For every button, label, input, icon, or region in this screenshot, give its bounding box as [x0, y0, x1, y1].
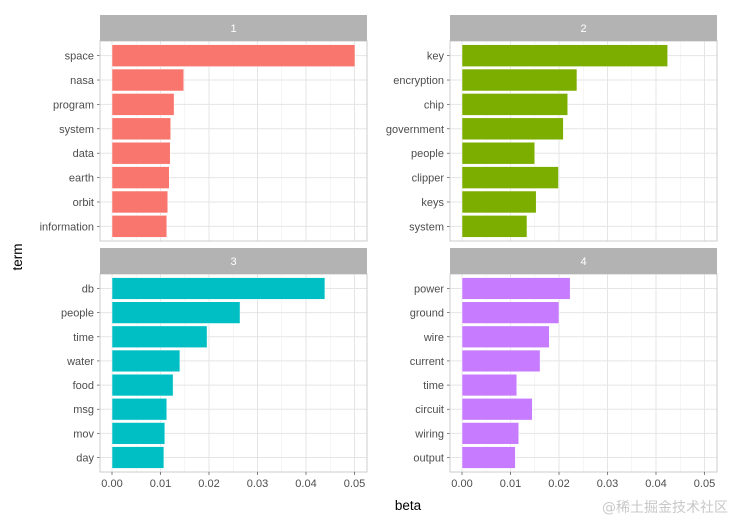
y-tick-label-output: output [413, 453, 444, 465]
y-tick-label-current: current [410, 356, 444, 368]
bar-current [461, 349, 541, 373]
bar-output [461, 446, 516, 469]
x-tick-label: 0.03 [597, 478, 618, 490]
y-tick-label-space: space [65, 51, 94, 63]
bar-information [111, 215, 168, 238]
bar-people [461, 141, 535, 165]
x-tick-label: 0.03 [247, 478, 268, 490]
bar-circuit [461, 398, 533, 421]
bar-system [111, 117, 171, 141]
y-tick-label-msg: msg [73, 404, 94, 416]
x-tick-label: 0.02 [198, 478, 219, 490]
facet-panel-3: db people time water food msg mov day 3 0.00 0.01 0… [61, 248, 368, 490]
x-tick-label: 0.01 [500, 478, 521, 490]
y-tick-label-earth: earth [69, 173, 94, 185]
y-tick-label-ground: ground [410, 308, 444, 320]
y-tick-label-system: system [59, 124, 94, 136]
y-tick-label-people: people [411, 148, 444, 160]
bar-chip [461, 93, 568, 116]
bar-msg [111, 398, 168, 421]
y-tick-label-water: water [66, 356, 94, 368]
facet-panel-4: power ground wire current time circuit wiring o… [410, 248, 718, 490]
y-tick-label-encryption: encryption [393, 75, 444, 87]
y-tick-label-db: db [82, 283, 94, 295]
x-tick-label: 0.02 [548, 478, 569, 490]
facet-strip [450, 15, 717, 41]
bar-key [461, 44, 668, 67]
bar-people [111, 301, 241, 324]
y-axis-title: term [10, 244, 25, 271]
facet-strip-label: 4 [580, 256, 586, 268]
x-tick-label: 0.01 [150, 478, 171, 490]
bar-mov [111, 422, 166, 445]
bar-encryption [461, 68, 578, 92]
x-tick-label: 0.04 [645, 478, 666, 490]
y-tick-label-wire: wire [423, 332, 444, 344]
bar-system [461, 215, 528, 238]
bar-time [111, 325, 208, 348]
y-tick-label-power: power [414, 283, 444, 295]
bar-data [111, 141, 171, 165]
bar-db [111, 277, 326, 300]
bar-food [111, 373, 174, 397]
x-tick-label: 0.00 [451, 478, 472, 490]
watermark: @稀土掘金技术社区 [602, 500, 728, 516]
y-tick-label-chip: chip [424, 99, 444, 111]
y-tick-label-circuit: circuit [415, 404, 444, 416]
bar-day [111, 446, 165, 469]
y-tick-label-nasa: nasa [70, 75, 95, 87]
bar-ground [461, 301, 560, 324]
facet-strip [100, 248, 367, 274]
facet-panels: space nasa program system data earth orbit info… [40, 15, 718, 490]
x-tick-label: 0.04 [295, 478, 316, 490]
x-tick-label: 0.05 [344, 478, 365, 490]
y-tick-label-program: program [53, 99, 94, 111]
bar-program [111, 93, 175, 116]
y-tick-label-key: key [427, 51, 445, 63]
y-tick-label-government: government [386, 124, 444, 136]
y-tick-label-day: day [76, 453, 94, 465]
bar-earth [111, 166, 170, 189]
y-tick-label-food: food [73, 380, 94, 392]
y-tick-label-clipper: clipper [412, 173, 445, 185]
bar-clipper [461, 166, 559, 189]
facet-panel-2: key encryption chip government people clipper… [386, 15, 718, 242]
bar-time [461, 373, 518, 397]
facet-strip [450, 248, 717, 274]
y-tick-label-keys: keys [421, 197, 444, 209]
bar-power [461, 277, 571, 300]
y-tick-label-people: people [61, 308, 94, 320]
bar-space [111, 44, 356, 67]
bar-wiring [461, 422, 519, 445]
x-tick-label: 0.05 [694, 478, 715, 490]
bar-keys [461, 190, 537, 214]
y-tick-label-wiring: wiring [414, 428, 444, 440]
x-axis-title: beta [395, 498, 422, 513]
facet-strip [100, 15, 367, 41]
y-tick-label-time: time [423, 380, 444, 392]
y-tick-label-time: time [73, 332, 94, 344]
bar-government [461, 117, 564, 141]
facet-panel-1: space nasa program system data earth orbit info… [40, 15, 368, 242]
facet-strip-label: 2 [580, 23, 586, 35]
facet-strip-label: 3 [230, 256, 236, 268]
bar-nasa [111, 68, 185, 92]
bar-wire [461, 325, 550, 348]
y-tick-label-system: system [409, 221, 444, 233]
y-tick-label-information: information [40, 221, 94, 233]
y-tick-label-data: data [73, 148, 95, 160]
x-tick-label: 0.00 [101, 478, 122, 490]
bar-orbit [111, 190, 169, 214]
facet-strip-label: 1 [230, 23, 236, 35]
y-tick-label-orbit: orbit [73, 197, 94, 209]
y-tick-label-mov: mov [73, 428, 94, 440]
bar-water [111, 349, 181, 373]
